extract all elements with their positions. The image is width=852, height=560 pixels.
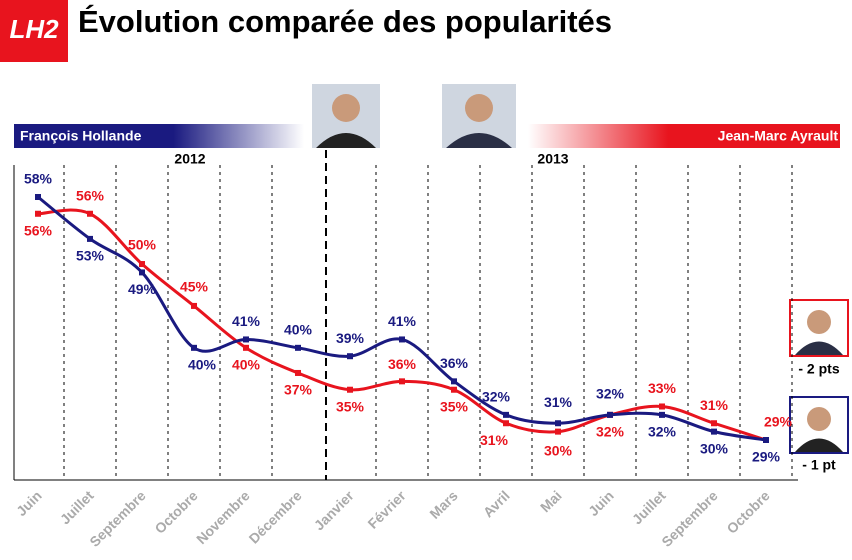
point	[347, 386, 353, 393]
period-label: 2012	[174, 151, 205, 167]
header-bar-right	[528, 124, 840, 148]
data-label: 31%	[544, 394, 573, 410]
data-label: 39%	[336, 330, 365, 346]
data-label: 36%	[440, 355, 469, 371]
legend-entry: François Hollande	[20, 128, 142, 144]
point	[243, 344, 249, 351]
point	[451, 378, 457, 385]
x-tick-label: Avril	[480, 487, 513, 520]
data-label: 31%	[480, 432, 509, 448]
data-label: 41%	[388, 313, 417, 329]
photo-hollande-side	[789, 396, 849, 454]
x-tick-label: Juillet	[57, 487, 97, 527]
point	[659, 411, 665, 418]
x-tick-label: Mai	[537, 487, 565, 515]
point	[191, 344, 197, 351]
data-label: 37%	[284, 382, 313, 398]
photo-ayrault-top	[442, 84, 516, 148]
header-bar-left	[14, 124, 304, 148]
data-label: 36%	[388, 356, 417, 372]
x-tick-label: Janvier	[311, 487, 357, 533]
data-label: 40%	[188, 357, 217, 373]
data-label: 53%	[76, 248, 105, 264]
data-label: 41%	[232, 313, 261, 329]
data-label: 32%	[596, 386, 625, 402]
photo-ayrault-side	[789, 299, 849, 357]
point	[87, 210, 93, 217]
point	[347, 353, 353, 360]
data-label: 56%	[76, 187, 105, 203]
point	[399, 378, 405, 385]
logo: LH2	[9, 14, 59, 44]
data-label: 31%	[700, 397, 729, 413]
period-label: 2013	[537, 151, 568, 167]
point	[503, 420, 509, 427]
change-label: - 1 pt	[802, 457, 836, 473]
x-tick-label: Décembre	[246, 487, 305, 546]
point	[295, 369, 301, 376]
x-tick-label: Février	[364, 487, 409, 532]
data-label: 56%	[24, 222, 53, 238]
photo-hollande-top	[312, 84, 380, 148]
point	[503, 411, 509, 418]
data-label: 29%	[764, 414, 793, 430]
point	[139, 269, 145, 276]
point	[87, 235, 93, 242]
data-label: 49%	[128, 281, 157, 297]
point	[451, 386, 457, 393]
x-tick-label: Mars	[426, 487, 461, 522]
x-tick-label: Novembre	[193, 487, 253, 547]
data-label: 29%	[752, 449, 781, 465]
series-line	[37, 195, 767, 442]
x-tick-label: Septembre	[86, 487, 149, 550]
data-label: 50%	[128, 237, 157, 253]
series-line	[37, 208, 767, 442]
data-label: 32%	[482, 389, 511, 405]
point	[763, 437, 769, 443]
data-label: 40%	[284, 322, 313, 338]
point	[35, 194, 41, 200]
data-label: 35%	[336, 398, 365, 414]
logo-box	[0, 0, 68, 62]
point	[555, 420, 561, 427]
point	[659, 403, 665, 410]
data-label: 45%	[180, 279, 209, 295]
x-tick-label: Septembre	[658, 487, 721, 550]
point	[191, 302, 197, 309]
point	[243, 336, 249, 343]
x-tick-label: Juillet	[629, 487, 669, 527]
data-label: 30%	[544, 442, 573, 458]
data-label: 30%	[700, 440, 729, 456]
x-tick-label: Octobre	[723, 487, 772, 536]
chart-title: Évolution comparée des popularités	[78, 4, 612, 39]
point	[35, 210, 41, 217]
data-label: 40%	[232, 357, 261, 373]
point	[711, 420, 717, 427]
data-label: 33%	[648, 380, 677, 396]
x-tick-label: Octobre	[151, 487, 200, 536]
point	[139, 261, 145, 268]
data-label: 32%	[648, 424, 677, 440]
data-label: 58%	[24, 171, 53, 187]
point	[399, 336, 405, 343]
data-label: 32%	[596, 424, 625, 440]
point	[711, 428, 717, 435]
x-tick-label: Juin	[13, 487, 45, 519]
legend-entry: Jean-Marc Ayrault	[718, 128, 839, 144]
change-label: - 2 pts	[798, 361, 839, 377]
point	[607, 411, 613, 418]
point	[555, 428, 561, 435]
data-label: 35%	[440, 398, 469, 414]
x-tick-label: Juin	[585, 487, 617, 519]
point	[295, 344, 301, 351]
